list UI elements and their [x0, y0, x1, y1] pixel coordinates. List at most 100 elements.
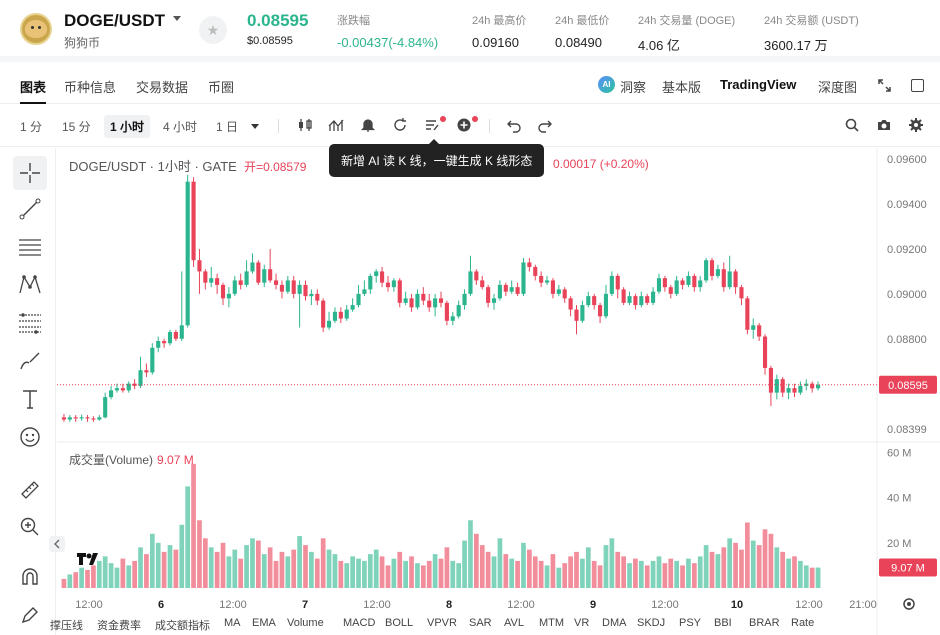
candle-body	[586, 296, 591, 306]
candle-body	[674, 280, 679, 294]
toolbar-divider	[489, 119, 490, 133]
lock-tool[interactable]	[13, 598, 47, 632]
tab-trading-data[interactable]: 交易数据	[136, 80, 189, 95]
search-icon[interactable]	[844, 117, 860, 133]
tab-insight[interactable]: 洞察	[620, 80, 647, 95]
undo-icon[interactable]	[506, 117, 522, 133]
indicator-2[interactable]: 成交额指标	[155, 620, 210, 632]
tab-tradingview[interactable]: TradingView	[720, 77, 797, 92]
indicator-1[interactable]: 资金费率	[97, 620, 141, 632]
emoji-tool[interactable]	[13, 420, 47, 454]
ai-kline-icon[interactable]	[424, 117, 440, 133]
candle-body	[403, 298, 408, 303]
candle-body	[226, 293, 231, 299]
candle-body	[521, 262, 526, 294]
candle-body	[362, 289, 367, 294]
volume-bar	[798, 560, 803, 588]
indicator-10[interactable]: AVL	[504, 617, 524, 629]
volume-bar	[739, 549, 744, 588]
redo-icon[interactable]	[537, 117, 553, 133]
volume-bar	[721, 547, 727, 588]
candle-body	[450, 316, 455, 321]
timeframe-1h[interactable]: 1 小时	[104, 115, 151, 138]
volume-bar	[438, 558, 444, 588]
pair-name[interactable]: DOGE/USDT	[64, 11, 166, 30]
pair-dropdown-icon[interactable]	[173, 16, 181, 21]
volume-bar	[756, 545, 762, 588]
text-tool[interactable]	[13, 382, 47, 416]
tab-chart[interactable]: 图表	[20, 77, 47, 104]
candle-body	[804, 383, 809, 386]
indicator-6[interactable]: MACD	[343, 617, 376, 629]
window-icon[interactable]	[911, 79, 924, 92]
candle-body	[715, 269, 720, 276]
indicator-7[interactable]: BOLL	[385, 617, 414, 629]
tab-coin-info[interactable]: 币种信息	[64, 80, 117, 95]
indicator-5[interactable]: Volume	[287, 617, 324, 629]
candle-body	[409, 298, 414, 308]
indicator-18[interactable]: Rate	[791, 617, 815, 629]
fibonacci-tool[interactable]	[13, 306, 47, 340]
volume-bar	[420, 565, 426, 588]
settings-gear-icon[interactable]	[908, 117, 924, 133]
pattern-tool[interactable]	[13, 268, 47, 302]
volume-bar	[532, 556, 538, 588]
candle-body	[656, 278, 662, 292]
volume-bar	[556, 567, 562, 588]
indicator-4[interactable]: EMA	[252, 617, 276, 629]
crosshair-tool[interactable]	[13, 156, 47, 190]
indicators-icon[interactable]	[328, 117, 344, 133]
timeframe-more-icon[interactable]	[251, 124, 259, 129]
indicator-17[interactable]: BRAR	[749, 617, 780, 629]
indicator-16[interactable]: BBI	[714, 617, 732, 629]
timeframe-15m[interactable]: 15 分	[62, 120, 91, 134]
candle-body	[515, 287, 520, 294]
zoom-tool[interactable]	[13, 510, 47, 544]
indicator-0[interactable]: 撑压线	[50, 620, 83, 632]
indicator-8[interactable]: VPVR	[427, 617, 457, 629]
fullscreen-icon[interactable]	[878, 79, 891, 92]
candle-body	[374, 271, 379, 276]
volume-bar	[503, 554, 509, 588]
candle-body	[527, 262, 532, 267]
indicator-13[interactable]: DMA	[602, 617, 627, 629]
timeframe-1m[interactable]: 1 分	[20, 120, 43, 134]
timeframe-4h[interactable]: 4 小时	[163, 120, 198, 134]
timeframe-1d[interactable]: 1 日	[216, 120, 239, 134]
chart-settings-icon[interactable]	[901, 596, 917, 612]
camera-icon[interactable]	[876, 117, 892, 133]
candle-body	[144, 370, 149, 373]
volume-bar	[79, 567, 84, 588]
indicator-14[interactable]: SKDJ	[637, 617, 666, 629]
tab-basic[interactable]: 基本版	[662, 80, 702, 95]
volume-bar	[250, 538, 255, 588]
indicator-15[interactable]: PSY	[679, 617, 702, 629]
indicator-3[interactable]: MA	[224, 617, 241, 629]
add-circle-icon[interactable]	[456, 117, 472, 133]
volume-bar	[397, 551, 403, 588]
trendline-tool[interactable]	[13, 192, 47, 226]
volume-bar	[132, 560, 137, 588]
replay-icon[interactable]	[392, 117, 408, 133]
indicator-11[interactable]: MTM	[539, 617, 565, 629]
candle-body	[215, 278, 220, 285]
candle-body	[332, 311, 338, 321]
brush-tool[interactable]	[13, 344, 47, 378]
candlestick-chart[interactable]: 0.09600 0.09400 0.09200 0.09000 0.08800 0.083…	[57, 148, 940, 635]
volume-bar	[155, 542, 161, 588]
indicator-12[interactable]: VR	[574, 617, 590, 629]
ruler-tool[interactable]	[13, 473, 47, 507]
favorite-star-icon[interactable]: ★	[199, 16, 227, 44]
chart-area[interactable]: 0.09600 0.09400 0.09200 0.09000 0.08800 0.083…	[49, 139, 940, 635]
candle-body	[73, 417, 78, 419]
candle-body	[692, 275, 697, 288]
candle-body	[486, 287, 491, 303]
collapse-toolbar-icon[interactable]	[49, 536, 65, 552]
tab-community[interactable]: 币圈	[208, 80, 235, 95]
magnet-tool[interactable]	[13, 560, 47, 594]
alert-bell-icon[interactable]	[360, 117, 376, 133]
tab-depth[interactable]: 深度图	[818, 80, 858, 95]
candle-type-icon[interactable]	[297, 117, 313, 133]
indicator-9[interactable]: SAR	[469, 617, 492, 629]
horizontal-lines-tool[interactable]	[13, 230, 47, 264]
